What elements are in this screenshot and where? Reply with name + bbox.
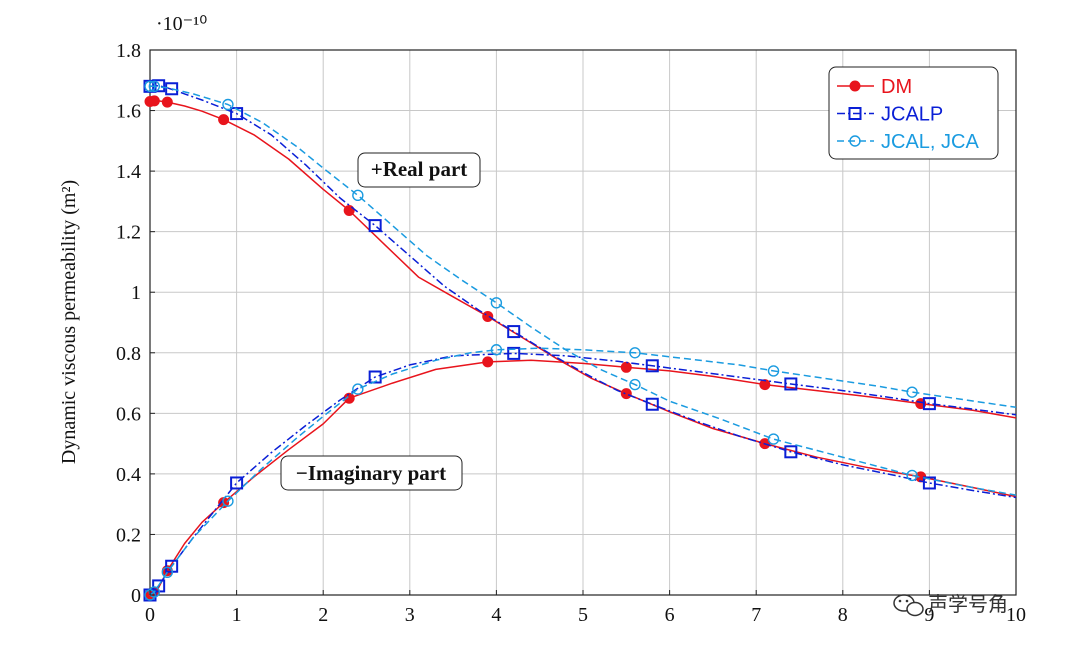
- y-tick-label: 0.2: [116, 524, 141, 546]
- y-tick-label: 1.8: [116, 40, 141, 62]
- x-tick-label: 0: [145, 604, 155, 626]
- legend: DM JCALP JCAL, JCA: [828, 66, 999, 160]
- x-tick-label: 5: [578, 604, 588, 626]
- data-point-jcal-jca-imag: [767, 365, 780, 377]
- data-point-dm-imag: [343, 392, 355, 404]
- data-point-jcal-jca-real: [222, 98, 234, 111]
- y-tick-label: 0: [131, 585, 141, 607]
- y-axis-label: Dynamic viscous permeability (m²): [58, 180, 80, 464]
- data-point-dm-real: [482, 310, 494, 322]
- legend-item-dm: DM: [837, 76, 912, 98]
- data-point-jcal-jca-imag: [629, 347, 641, 359]
- legend-marker: [848, 107, 862, 120]
- data-point-jcalp-real: [645, 397, 659, 411]
- legend-label: JCALP: [881, 104, 943, 126]
- x-tick-label: 7: [751, 604, 761, 626]
- data-point-jcal-jca-imag: [161, 566, 174, 578]
- data-point-jcalp-real: [922, 476, 936, 490]
- series-line-dm-imag: [149, 359, 1017, 596]
- series-layer: [143, 79, 1017, 602]
- series-line-jcal-jca-real: [150, 85, 1017, 496]
- x-tick-label: 2: [318, 604, 328, 626]
- data-point-jcalp-imag: [922, 397, 936, 411]
- data-point-jcalp-real: [230, 107, 244, 121]
- data-point-jcalp-imag: [645, 359, 659, 373]
- annotation-real: +Real part: [357, 152, 481, 188]
- legend-marker: [849, 135, 861, 147]
- annotation-real-label: +Real part: [371, 157, 468, 181]
- data-point-jcal-jca-real: [144, 80, 156, 93]
- series-line-jcalp-imag: [149, 352, 1017, 596]
- y-tick-label: 0.8: [116, 343, 141, 365]
- x-tick-label: 3: [405, 604, 415, 626]
- tick-labels: 0 1 2 3 4 5 6 7 8 9 10 0 0.2 0.4 0.6 0.8 1 1.2 1.4 1.6 1.8: [116, 40, 1026, 626]
- data-point-jcalp-imag: [784, 377, 798, 391]
- data-point-jcal-jca-real: [906, 469, 918, 482]
- data-point-jcal-jca-real: [767, 433, 780, 445]
- data-point-jcalp-real: [784, 445, 798, 459]
- data-point-jcalp-real: [165, 82, 179, 96]
- x-tick-label: 1: [232, 604, 242, 626]
- data-point-dm-imag: [482, 356, 494, 368]
- data-point-jcal-jca-real: [629, 378, 641, 391]
- y-tick-label: 0.6: [116, 403, 141, 425]
- data-point-jcal-jca-imag: [906, 386, 918, 398]
- data-point-jcal-jca-real: [352, 189, 364, 202]
- series-line-jcal-jca-imag: [149, 347, 1017, 596]
- data-point-jcalp-real: [368, 219, 382, 233]
- watermark-text: 声学号角: [928, 592, 1008, 616]
- annotation-imaginary-label: −Imaginary part: [296, 461, 446, 485]
- series-line-jcalp-real: [149, 84, 1017, 499]
- x-tick-label: 6: [665, 604, 675, 626]
- x-tick-label: 4: [491, 604, 501, 626]
- legend-marker: [849, 80, 861, 92]
- data-point-dm-real: [343, 204, 355, 216]
- wechat-logo-icon: [893, 594, 924, 617]
- legend-item-jcalp: JCALP: [837, 104, 943, 126]
- legend-label: DM: [881, 76, 912, 98]
- data-point-dm-real: [161, 96, 173, 108]
- x-tick-label: 8: [838, 604, 848, 626]
- data-point-jcal-jca-imag: [222, 495, 234, 507]
- y-tick-label: 1.6: [116, 101, 141, 123]
- data-point-jcal-jca-imag: [352, 383, 364, 395]
- y-tick-label: 0.4: [116, 464, 141, 486]
- data-point-dm-imag: [759, 379, 771, 391]
- data-point-dm-imag: [620, 361, 632, 373]
- watermark: 声学号角: [893, 592, 1008, 617]
- data-point-jcal-jca-imag: [490, 344, 503, 356]
- data-point-dm-real: [148, 95, 160, 107]
- legend-item-jcal-jca: JCAL, JCA: [837, 131, 979, 153]
- y-tick-label: 1.4: [116, 161, 141, 183]
- data-point-jcal-jca-real: [490, 297, 503, 309]
- y-tick-label: 1.2: [116, 222, 141, 244]
- series-line-dm-real: [149, 100, 1017, 498]
- data-point-jcal-jca-real: [148, 80, 161, 93]
- x-tick-label: 10: [1006, 604, 1026, 626]
- data-point-jcalp-real: [507, 325, 521, 339]
- y-tick-label: 1: [131, 282, 141, 304]
- y-axis-multiplier: ·10⁻¹⁰: [156, 13, 207, 35]
- data-point-jcalp-imag: [368, 370, 382, 384]
- series-jcal-jca: [144, 80, 1017, 601]
- legend-label: JCAL, JCA: [881, 131, 979, 153]
- data-point-jcalp-imag: [230, 476, 244, 490]
- data-point-jcalp-imag: [507, 346, 521, 360]
- data-point-jcal-jca-imag: [148, 586, 161, 598]
- annotation-imaginary: −Imaginary part: [280, 455, 463, 491]
- data-point-dm-real: [620, 388, 632, 400]
- x-tick-label: 9: [924, 604, 934, 626]
- data-point-dm-real: [218, 114, 230, 126]
